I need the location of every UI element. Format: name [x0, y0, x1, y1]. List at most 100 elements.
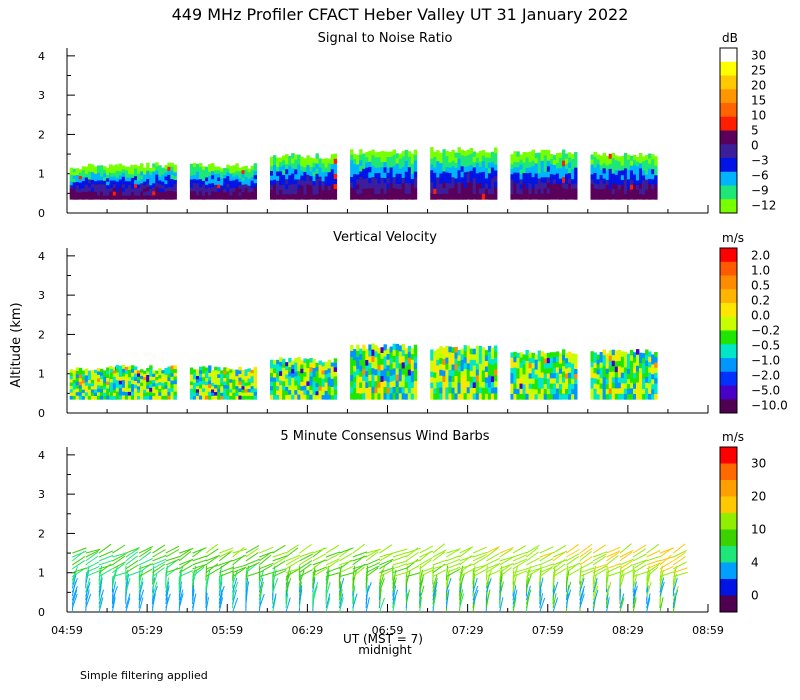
- heatmap-cell: [226, 395, 230, 400]
- heatmap-cell: [106, 174, 110, 179]
- heatmap-cell: [161, 370, 165, 374]
- heatmap-cell: [276, 368, 280, 374]
- heatmap-cell: [543, 171, 548, 178]
- heatmap-cell: [238, 388, 242, 393]
- heatmap-cell: [636, 161, 640, 167]
- heatmap-cell: [648, 362, 652, 368]
- x-tick-label: 04:59: [51, 624, 83, 637]
- heatmap-cell: [410, 376, 415, 383]
- heatmap-cell: [297, 389, 301, 395]
- heatmap-cell: [469, 388, 474, 394]
- heatmap-cell: [291, 364, 295, 370]
- heatmap-cell: [386, 162, 390, 168]
- wind-barb: [432, 543, 446, 554]
- heatmap-cell: [297, 366, 301, 372]
- heatmap-cell: [608, 393, 613, 400]
- wind-barb: [659, 560, 673, 570]
- colorbar-label: 4: [751, 556, 759, 570]
- heatmap-cell: [442, 393, 446, 400]
- heatmap-cell: [648, 194, 652, 200]
- wind-barb: [646, 555, 661, 562]
- heatmap-cell: [574, 364, 578, 370]
- heatmap-cell: [127, 395, 132, 400]
- colorbar-segment: [720, 144, 737, 159]
- heatmap-cell: [106, 188, 110, 193]
- heatmap-cell: [392, 160, 396, 167]
- heatmap-cell: [250, 169, 254, 174]
- heatmap-cell: [106, 395, 110, 400]
- heatmap-cell: [149, 365, 153, 370]
- heatmap-cell: [540, 193, 545, 200]
- heatmap-cell: [636, 175, 640, 181]
- heatmap-cell: [87, 392, 92, 397]
- heatmap-cell: [510, 169, 514, 175]
- heatmap-cell: [214, 166, 218, 171]
- heatmap-cell: [220, 188, 224, 193]
- heatmap-cell: [244, 169, 248, 174]
- wind-barb: [125, 593, 131, 609]
- heatmap-cell: [614, 366, 619, 373]
- heatmap-cell: [306, 381, 310, 387]
- heatmap-cell: [466, 345, 471, 352]
- heatmap-cell: [199, 175, 203, 180]
- heatmap-cell: [629, 377, 634, 384]
- heatmap-cell: [537, 162, 542, 169]
- heatmap-cell: [297, 361, 301, 367]
- heatmap-cell: [195, 175, 200, 180]
- heatmap-cell: [522, 369, 526, 375]
- heatmap-cell: [377, 370, 381, 377]
- wind-barb: [245, 577, 249, 593]
- wind-barb: [258, 589, 263, 605]
- heatmap-cell: [636, 388, 640, 395]
- heatmap-cell: [562, 377, 566, 383]
- heatmap-cell: [356, 375, 360, 382]
- wind-barb: [512, 597, 517, 613]
- heatmap-cell: [410, 184, 415, 190]
- heatmap-cell: [651, 384, 655, 390]
- heatmap-cell: [596, 384, 600, 390]
- heatmap-cell: [629, 160, 634, 166]
- heatmap-cell: [540, 361, 545, 368]
- heatmap-cell: [448, 375, 452, 383]
- heatmap-cell: [543, 188, 548, 195]
- heatmap-cell: [112, 386, 117, 390]
- wind-barb: [379, 581, 381, 597]
- heatmap-cell: [75, 374, 80, 379]
- heatmap-cell: [276, 176, 280, 182]
- heatmap-cell: [303, 194, 307, 200]
- heatmap-cell: [152, 370, 156, 375]
- wind-barb: [606, 552, 620, 562]
- heatmap-cell: [211, 183, 215, 188]
- heatmap-cell: [383, 183, 387, 189]
- heatmap-cell: [413, 356, 418, 364]
- heatmap-cell: [386, 188, 390, 195]
- heatmap-cell: [115, 178, 120, 182]
- heatmap-cell: [155, 383, 159, 387]
- heatmap-cell: [522, 152, 526, 158]
- heatmap-cell: [510, 352, 514, 358]
- heatmap-cell: [611, 388, 616, 395]
- heatmap-cell: [330, 169, 335, 175]
- heatmap-cell: [90, 373, 95, 377]
- heatmap-cell: [146, 385, 150, 390]
- heatmap-cell: [620, 156, 625, 162]
- heatmap-cell: [380, 353, 384, 360]
- heatmap-cell: [460, 388, 464, 394]
- wind-barb: [165, 555, 181, 562]
- wind-barb: [659, 569, 664, 585]
- heatmap-cell: [127, 388, 132, 393]
- heatmap-cell: [522, 394, 526, 400]
- heatmap-cell: [149, 171, 153, 176]
- heatmap-cell: [330, 366, 335, 372]
- heatmap-cell: [494, 182, 498, 189]
- heatmap-cell: [312, 158, 316, 164]
- heatmap-cell: [395, 153, 399, 159]
- y-tick-label: 1: [38, 168, 45, 181]
- wind-barb: [245, 558, 260, 566]
- heatmap-cell: [211, 386, 215, 390]
- wind-barb: [85, 561, 100, 570]
- heatmap-cell: [131, 376, 135, 381]
- x-tick-label: 08:59: [692, 624, 724, 637]
- heatmap-cell: [149, 167, 153, 172]
- heatmap-cell: [78, 374, 83, 379]
